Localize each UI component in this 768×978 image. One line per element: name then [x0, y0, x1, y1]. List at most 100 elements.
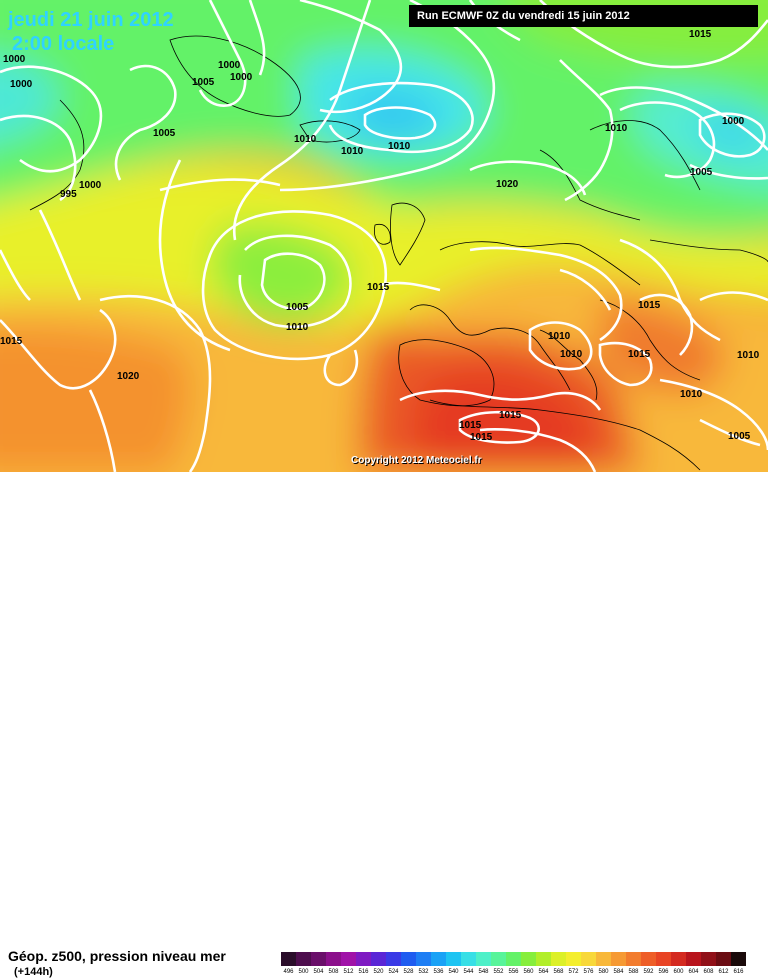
isobar-label-1005-greenland: 1005 [192, 77, 215, 88]
forecast-time: 2:00 locale [12, 33, 115, 55]
scale-value: 516 [358, 969, 369, 975]
legend-footer: Géop. z500, pression niveau mer (+144h) … [0, 472, 768, 978]
isobar-label-1015-adriatic: 1015 [628, 349, 651, 360]
isobar-label-1010-italy-a: 1010 [548, 331, 571, 342]
isobar-label-1010-italy-b: 1010 [560, 349, 583, 360]
scale-value: 532 [418, 969, 429, 975]
scale-swatch [446, 952, 461, 966]
isobar-label-1010-blacksea: 1010 [680, 389, 703, 400]
isobar-label-1015-balkans: 1015 [638, 300, 661, 311]
isobars [0, 0, 768, 472]
scale-value: 580 [598, 969, 609, 975]
isobar-label-1010-scandinavia: 1010 [605, 123, 628, 134]
coastlines [29, 35, 768, 471]
scale-swatch [716, 952, 731, 966]
scale-swatch [491, 952, 506, 966]
scale-value: 588 [628, 969, 639, 975]
scale-value: 548 [478, 969, 489, 975]
scale-swatch [476, 952, 491, 966]
scale-swatch [566, 952, 581, 966]
scale-swatch [296, 952, 311, 966]
scale-value: 540 [448, 969, 459, 975]
scale-value: 544 [463, 969, 474, 975]
scale-swatch [611, 952, 626, 966]
isobar-label-1005-labrador: 1005 [153, 128, 176, 139]
scale-value: 536 [433, 969, 444, 975]
scale-value: 584 [613, 969, 624, 975]
scale-value: 500 [298, 969, 309, 975]
scale-swatch [536, 952, 551, 966]
scale-swatch [596, 952, 611, 966]
scale-swatch [371, 952, 386, 966]
scale-swatch [401, 952, 416, 966]
scale-swatch [731, 952, 746, 966]
scale-swatch [386, 952, 401, 966]
isobar-label-1020-azores: 1020 [117, 371, 140, 382]
scale-swatch [506, 952, 521, 966]
scale-value: 560 [523, 969, 534, 975]
model-run-info: Run ECMWF 0Z du vendredi 15 juin 2012 [409, 5, 758, 27]
scale-swatch [671, 952, 686, 966]
scale-swatch [656, 952, 671, 966]
isobar-labels: 1000 1000 1000 1005 1000 1005 1000 995 1… [0, 29, 760, 443]
scale-value: 528 [403, 969, 414, 975]
scale-value: 524 [388, 969, 399, 975]
legend-title: Géop. z500, pression niveau mer [8, 948, 226, 964]
forecast-map: 1000 1000 1000 1005 1000 1005 1000 995 1… [0, 0, 768, 472]
scale-value: 596 [658, 969, 669, 975]
scale-value: 508 [328, 969, 339, 975]
scale-value: 568 [553, 969, 564, 975]
isobar-label-1000-russia: 1000 [722, 116, 745, 127]
scale-value: 592 [643, 969, 654, 975]
isobar-label-1005-southeast: 1005 [728, 431, 751, 442]
isobar-label-1000-greenland: 1000 [10, 79, 33, 90]
isobar-label-1005-atlantic-low: 1005 [286, 302, 309, 313]
scale-swatch [686, 952, 701, 966]
isobar-label-1000-greenland-2: 1000 [218, 60, 241, 71]
scale-value: 564 [538, 969, 549, 975]
isobar-label-1015-west-edge: 1015 [0, 336, 23, 347]
isobar-label-995: 995 [60, 189, 77, 200]
isobar-label-1000-west: 1000 [3, 54, 26, 65]
scale-swatch [311, 952, 326, 966]
scale-value: 512 [343, 969, 354, 975]
z500-color-field [0, 0, 768, 472]
isobar-label-1015-algeria-c: 1015 [470, 432, 493, 443]
color-scale-labels: 496 500 504 508 512 516 520 524 528 532 536 540 544 5… [281, 969, 746, 975]
scale-value: 604 [688, 969, 699, 975]
scale-value: 608 [703, 969, 714, 975]
isobar-label-1010-east: 1010 [737, 350, 760, 361]
scale-value: 572 [568, 969, 579, 975]
scale-swatch [521, 952, 536, 966]
isobar-label-1015-north: 1015 [689, 29, 712, 40]
scale-value: 520 [373, 969, 384, 975]
scale-swatch [551, 952, 566, 966]
isobar-label-1010-atlantic-low: 1010 [286, 322, 309, 333]
scale-value: 552 [493, 969, 504, 975]
scale-value: 556 [508, 969, 519, 975]
isobar-label-1010-iceland-b: 1010 [341, 146, 364, 157]
isobar-label-1015-algeria-b: 1015 [459, 420, 482, 431]
scale-swatch [626, 952, 641, 966]
scale-swatch [356, 952, 371, 966]
isobar-label-1015-algeria-a: 1015 [499, 410, 522, 421]
scale-swatch [701, 952, 716, 966]
scale-swatch [326, 952, 341, 966]
scale-value: 612 [718, 969, 729, 975]
forecast-date: jeudi 21 juin 2012 [8, 9, 174, 31]
scale-swatch [641, 952, 656, 966]
scale-value: 496 [283, 969, 294, 975]
scale-swatch [281, 952, 296, 966]
scale-value: 576 [583, 969, 594, 975]
isobar-label-1010-iceland-a: 1010 [294, 134, 317, 145]
isobar-label-1000-labrador: 1000 [79, 180, 102, 191]
isobar-label-1000-greenland-3: 1000 [230, 72, 253, 83]
copyright-notice: Copyright 2012 Meteociel.fr [351, 455, 482, 466]
scale-value: 616 [733, 969, 744, 975]
scale-swatch [581, 952, 596, 966]
scale-swatch [461, 952, 476, 966]
scale-swatch [416, 952, 431, 966]
isobar-label-1005-russia: 1005 [690, 167, 713, 178]
scale-swatch [341, 952, 356, 966]
legend-forecast-hour: (+144h) [14, 966, 53, 978]
